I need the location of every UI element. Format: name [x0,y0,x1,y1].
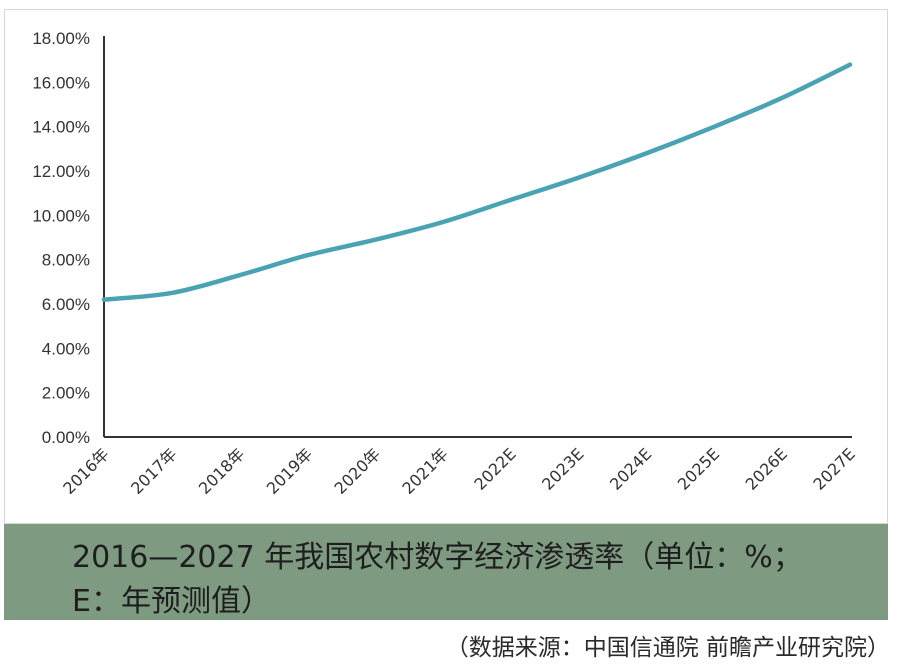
y-tick-label: 0.00% [42,428,90,447]
y-tick-label: 18.00% [32,29,90,48]
y-tick-label: 12.00% [32,162,90,181]
x-tick-label: 2018年 [195,444,249,498]
y-tick-label: 6.00% [42,295,90,314]
y-tick-label: 10.00% [32,206,90,225]
x-tick-label: 2021年 [398,444,452,498]
caption-line-1: 2016—2027 年我国农村数字经济渗透率（单位：%； [72,540,803,575]
x-tick-label: 2019年 [263,444,317,498]
y-tick-label: 14.00% [32,118,90,137]
y-tick-label: 4.00% [42,339,90,358]
x-tick-label: 2022E [470,444,519,493]
source-note: （数据来源：中国信通院 前瞻产业研究院） [445,635,890,661]
x-tick-label: 2024E [606,444,655,493]
x-tick-label: 2026E [742,444,791,493]
x-tick-label: 2027E [809,444,858,493]
x-tick-label: 2020年 [331,444,385,498]
caption-line-2: E：年预测值） [72,584,271,619]
x-tick-label: 2017年 [127,444,181,498]
y-tick-label: 2.00% [42,384,90,403]
caption-band: 2016—2027 年我国农村数字经济渗透率（单位：%； E：年预测值） [4,524,888,620]
chart-frame: 0.00% 2.00% 4.00% 6.00% 8.00% 10.00% 12.00% 14.… [4,9,888,524]
x-tick-label: 2016年 [59,444,113,498]
line-chart: 0.00% 2.00% 4.00% 6.00% 8.00% 10.00% 12.00% 14.… [32,29,859,498]
x-tick-label: 2025E [674,444,723,493]
y-tick-label: 16.00% [32,73,90,92]
series-line [101,62,853,302]
x-tick-label: 2023E [538,444,587,493]
y-tick-label: 8.00% [42,251,90,270]
